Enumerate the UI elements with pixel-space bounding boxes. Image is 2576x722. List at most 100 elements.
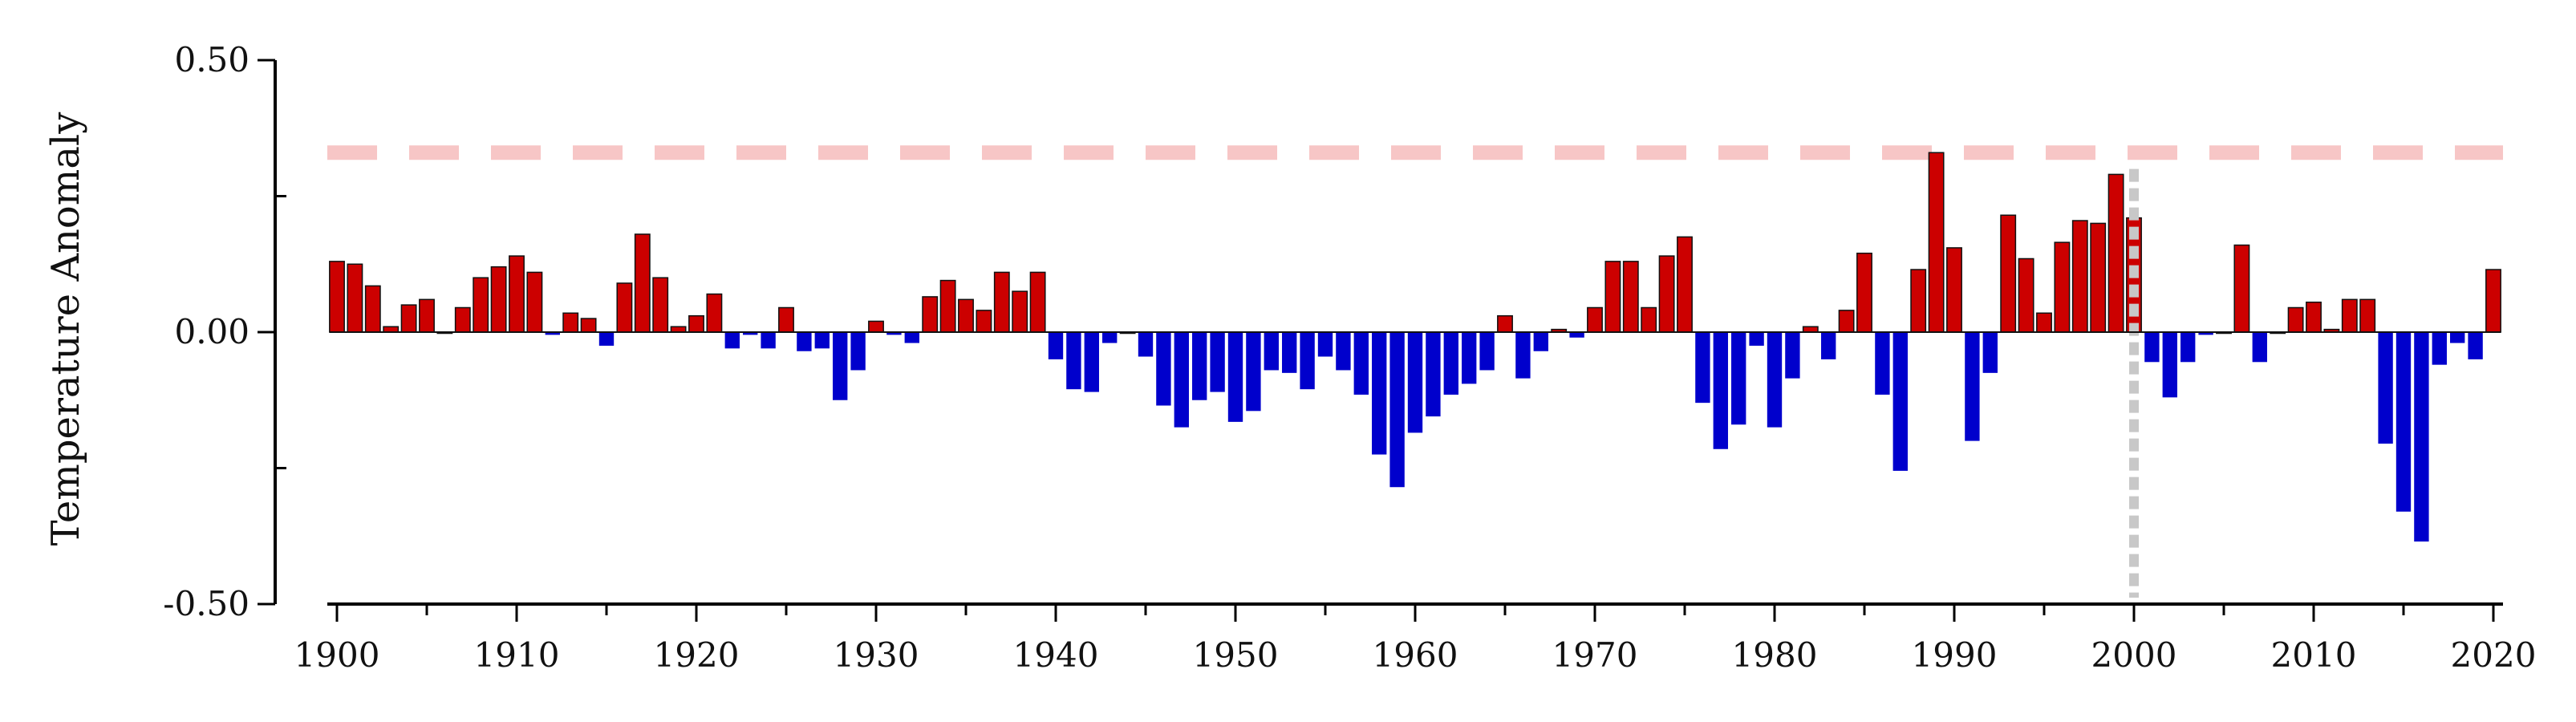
bar-2001 — [2144, 332, 2160, 363]
bar-1950 — [1227, 332, 1243, 422]
bar-1962 — [1443, 332, 1458, 395]
bar-2018 — [2450, 332, 2465, 343]
bar-1926 — [797, 332, 812, 351]
bar-1916 — [616, 282, 633, 333]
bar-1963 — [1462, 332, 1477, 384]
bar-1904 — [400, 304, 417, 333]
bar-2014 — [2378, 332, 2393, 444]
bar-2020 — [2485, 269, 2501, 333]
bar-1974 — [1658, 255, 1675, 333]
x-tick-label-1900: 1900 — [294, 635, 380, 675]
bar-1941 — [1066, 332, 1081, 390]
bar-1983 — [1821, 332, 1836, 359]
x-tick-label-1910: 1910 — [474, 635, 560, 675]
bar-1966 — [1515, 332, 1531, 379]
bar-1905 — [419, 298, 435, 333]
bar-2002 — [2162, 332, 2177, 398]
bar-1967 — [1533, 332, 1548, 351]
bar-1989 — [1928, 152, 1945, 333]
bar-2015 — [2395, 332, 2412, 512]
bar-1993 — [2000, 214, 2017, 333]
bar-1920 — [688, 314, 704, 333]
bar-1954 — [1300, 332, 1315, 390]
bar-1936 — [976, 310, 992, 333]
bar-1937 — [993, 271, 1010, 333]
bar-1925 — [778, 306, 794, 333]
bar-1919 — [670, 326, 687, 333]
bar-1946 — [1156, 332, 1171, 406]
bar-1922 — [724, 332, 740, 349]
bar-1913 — [562, 312, 579, 333]
bar-2010 — [2306, 301, 2322, 333]
axes-layer — [258, 59, 2503, 622]
bar-2012 — [2341, 298, 2358, 333]
bar-1975 — [1677, 236, 1693, 333]
bar-2009 — [2287, 306, 2304, 333]
bar-1955 — [1317, 332, 1333, 357]
bar-1948 — [1192, 332, 1207, 400]
bar-1908 — [473, 277, 489, 333]
bar-1909 — [490, 266, 507, 333]
bar-1932 — [904, 332, 919, 343]
bar-1952 — [1264, 332, 1279, 371]
bar-1982 — [1802, 326, 1819, 333]
bar-2003 — [2180, 332, 2196, 363]
bar-1931 — [886, 332, 902, 335]
bar-1976 — [1695, 332, 1710, 404]
bar-1998 — [2090, 222, 2107, 333]
bar-1973 — [1641, 306, 1657, 333]
bar-1949 — [1210, 332, 1225, 392]
x-tick-label-1920: 1920 — [654, 635, 740, 675]
bar-1901 — [347, 263, 363, 333]
bar-1990 — [1946, 247, 1962, 333]
bar-1935 — [958, 298, 974, 333]
bar-1910 — [509, 255, 525, 333]
y-tick-label-0.50: 0.50 — [174, 40, 249, 79]
bar-1984 — [1838, 310, 1855, 333]
bar-1969 — [1569, 332, 1584, 338]
bar-1924 — [761, 332, 776, 349]
bar-1903 — [383, 326, 400, 333]
bar-1943 — [1102, 332, 1118, 343]
bar-1934 — [939, 279, 956, 333]
bar-1930 — [868, 320, 884, 333]
bar-1978 — [1731, 332, 1746, 425]
x-tick-label-1940: 1940 — [1013, 635, 1099, 675]
bar-1902 — [364, 285, 381, 333]
bar-1907 — [454, 306, 471, 333]
bar-2019 — [2468, 332, 2483, 359]
x-tick-label-1970: 1970 — [1552, 635, 1638, 675]
bar-2004 — [2198, 332, 2213, 335]
bar-1900 — [329, 261, 345, 333]
bar-1979 — [1749, 332, 1764, 346]
bar-1918 — [652, 277, 669, 333]
bar-2007 — [2252, 332, 2267, 363]
bar-1981 — [1785, 332, 1800, 379]
x-tick-label-1990: 1990 — [1912, 635, 1998, 675]
x-tick-label-1930: 1930 — [834, 635, 919, 675]
bar-1970 — [1587, 306, 1603, 333]
bar-1960 — [1407, 332, 1423, 433]
bar-1965 — [1497, 314, 1513, 333]
x-tick-label-2020: 2020 — [2451, 635, 2537, 675]
bar-1995 — [2036, 312, 2052, 333]
bar-1977 — [1713, 332, 1728, 449]
bar-1994 — [2018, 258, 2034, 333]
x-tick-label-1960: 1960 — [1373, 635, 1458, 675]
bar-1971 — [1604, 261, 1621, 333]
bar-2016 — [2414, 332, 2429, 542]
bar-1929 — [850, 332, 866, 371]
x-tick-label-2010: 2010 — [2271, 635, 2357, 675]
bar-1928 — [833, 332, 848, 400]
y-axis-title: Temperature Anomaly — [43, 112, 88, 546]
bar-1939 — [1029, 271, 1046, 333]
bar-1961 — [1426, 332, 1441, 417]
bar-1940 — [1048, 332, 1064, 359]
bar-1988 — [1910, 269, 1927, 333]
bar-1927 — [814, 332, 830, 349]
bar-1992 — [1982, 332, 1998, 373]
bar-1964 — [1479, 332, 1495, 371]
bar-1938 — [1012, 290, 1028, 333]
tick-labels-layer: 0.50 0.00 -0.50 1900 1910 1920 1930 1940 1950 196… — [163, 40, 2536, 675]
